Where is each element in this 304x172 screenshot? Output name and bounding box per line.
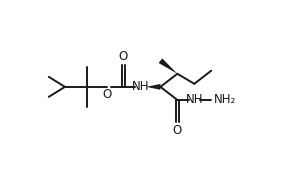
Text: O: O (173, 124, 182, 137)
Text: O: O (102, 88, 111, 101)
Text: NH₂: NH₂ (213, 93, 236, 106)
Polygon shape (146, 84, 161, 90)
Text: NH: NH (185, 93, 203, 106)
Polygon shape (159, 58, 177, 74)
Text: O: O (119, 50, 128, 63)
Text: NH: NH (132, 80, 149, 93)
